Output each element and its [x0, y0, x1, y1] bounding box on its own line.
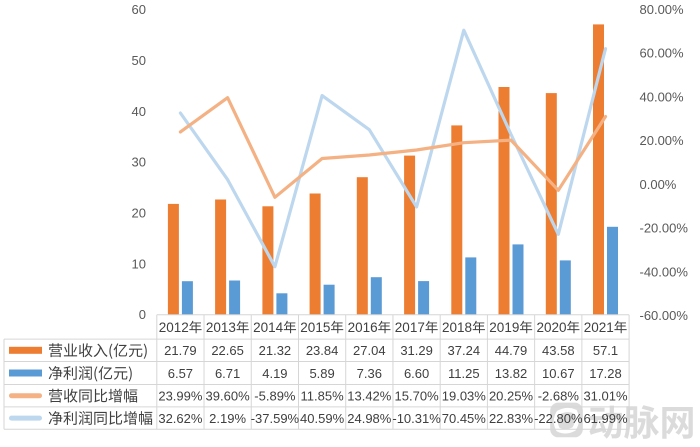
svg-text:2013: 2013 — [206, 320, 236, 335]
svg-text:2020: 2020 — [537, 320, 567, 335]
svg-text:43.58: 43.58 — [542, 343, 575, 358]
svg-text:6.57: 6.57 — [168, 366, 193, 381]
svg-text:27.04: 27.04 — [353, 343, 386, 358]
svg-text:2019: 2019 — [489, 320, 519, 335]
svg-text:10.67: 10.67 — [542, 366, 575, 381]
svg-text:11.85%: 11.85% — [301, 389, 345, 404]
svg-text:6.71: 6.71 — [215, 366, 240, 381]
svg-text:2018: 2018 — [442, 320, 472, 335]
svg-text:4.19: 4.19 — [262, 366, 287, 381]
svg-text:-2.68%: -2.68% — [538, 389, 580, 404]
svg-text:2014: 2014 — [253, 320, 284, 335]
svg-text:31.29: 31.29 — [400, 343, 433, 358]
svg-text:23.99%: 23.99% — [158, 389, 203, 404]
svg-text:60: 60 — [132, 2, 146, 17]
svg-text:50: 50 — [132, 53, 146, 68]
svg-text:-10.31%: -10.31% — [392, 411, 441, 426]
svg-text:2015: 2015 — [300, 320, 330, 335]
svg-text:80.00%: 80.00% — [640, 2, 685, 17]
svg-text:13.42%: 13.42% — [347, 389, 392, 404]
svg-text:2021: 2021 — [584, 320, 614, 335]
svg-text:-20.00%: -20.00% — [640, 221, 689, 236]
svg-text:61.99%: 61.99% — [583, 411, 628, 426]
svg-text:23.84: 23.84 — [306, 343, 339, 358]
svg-text:0: 0 — [139, 307, 146, 322]
svg-text:20.25%: 20.25% — [489, 389, 534, 404]
svg-text:0.00%: 0.00% — [640, 177, 677, 192]
svg-text:44.79: 44.79 — [495, 343, 528, 358]
svg-text:57.1: 57.1 — [593, 343, 618, 358]
svg-text:-37.59%: -37.59% — [251, 411, 300, 426]
svg-text:37.24: 37.24 — [448, 343, 481, 358]
svg-text:-60.00%: -60.00% — [640, 308, 689, 323]
svg-text:11.25: 11.25 — [448, 366, 480, 381]
svg-text:40: 40 — [132, 104, 146, 119]
svg-text:10: 10 — [132, 256, 146, 271]
svg-text:40.59%: 40.59% — [300, 411, 345, 426]
svg-text:13.82: 13.82 — [495, 366, 528, 381]
svg-text:6.60: 6.60 — [404, 366, 429, 381]
svg-text:5.89: 5.89 — [309, 366, 334, 381]
svg-text:7.36: 7.36 — [357, 366, 382, 381]
svg-text:21.79: 21.79 — [164, 343, 197, 358]
svg-text:22.65: 22.65 — [211, 343, 244, 358]
svg-text:40.00%: 40.00% — [640, 89, 685, 104]
svg-text:39.60%: 39.60% — [206, 389, 251, 404]
svg-text:2017: 2017 — [395, 320, 425, 335]
svg-text:24.98%: 24.98% — [347, 411, 392, 426]
svg-text:20.00%: 20.00% — [640, 133, 685, 148]
svg-text:2016: 2016 — [348, 320, 378, 335]
svg-text:60.00%: 60.00% — [640, 46, 685, 61]
svg-text:31.01%: 31.01% — [583, 389, 628, 404]
svg-text:-40.00%: -40.00% — [640, 264, 689, 279]
svg-text:20: 20 — [132, 206, 146, 221]
svg-text:30: 30 — [132, 155, 146, 170]
svg-text:2.19%: 2.19% — [209, 411, 246, 426]
svg-text:2012: 2012 — [159, 320, 189, 335]
svg-text:32.62%: 32.62% — [158, 411, 203, 426]
svg-text:17.28: 17.28 — [589, 366, 622, 381]
svg-text:21.32: 21.32 — [259, 343, 292, 358]
svg-text:70.45%: 70.45% — [442, 411, 487, 426]
svg-text:-5.89%: -5.89% — [254, 389, 296, 404]
svg-text:19.03%: 19.03% — [442, 389, 487, 404]
svg-text:15.70%: 15.70% — [395, 389, 440, 404]
svg-text:22.83%: 22.83% — [489, 411, 534, 426]
svg-text:-22.80%: -22.80% — [534, 411, 583, 426]
